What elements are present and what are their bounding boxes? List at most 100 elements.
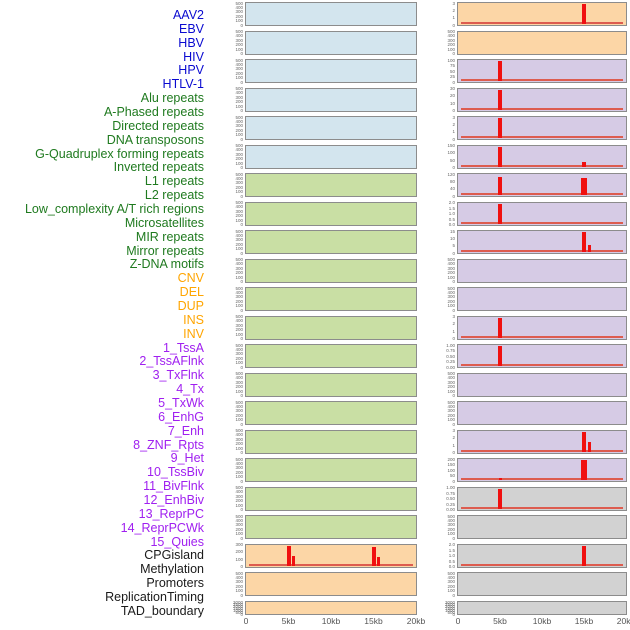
signal-spike — [581, 460, 587, 480]
mini-plot-directed-repeats: 500 400 300 200 100 0 — [235, 229, 417, 255]
mini-plot-mir-repeats: 500 400 300 200 100 0 — [235, 457, 417, 483]
y-tick-label: 200 — [235, 184, 243, 190]
y-tick-label: 100 — [235, 302, 243, 308]
y-tick-label: 0 — [240, 221, 243, 227]
y-tick-label: 0 — [240, 449, 243, 455]
row-label: DNA transposons — [106, 132, 204, 147]
row-label: Alu repeats — [140, 91, 204, 106]
row-label: CNV — [177, 271, 204, 286]
mini-plot-8-znf-rpts: 500 400 300 200 100 0 — [447, 257, 627, 284]
y-tick-label: 0.50 — [446, 495, 455, 501]
y-tick-label: 300 — [235, 151, 243, 157]
y-tick-label: 0 — [240, 278, 243, 284]
mini-plot-methylation: 500 400 300 200 100 0 — [447, 514, 627, 540]
y-tick-label: 300 — [235, 436, 243, 442]
signal-spike — [498, 346, 502, 366]
y-tick-label: 200 — [447, 41, 455, 47]
y-tick-label: 300 — [447, 522, 455, 528]
row-label: DUP — [177, 298, 204, 313]
signal-spike — [286, 545, 291, 566]
y-tick-label: 200 — [235, 269, 243, 275]
y-tick-label: 0.0 — [448, 563, 455, 569]
y-tick-label: 25 — [449, 73, 455, 79]
y-tick-label: 0 — [452, 136, 455, 142]
y-tick-label: 300 — [447, 294, 455, 300]
y-tick-label: 400 — [235, 118, 243, 124]
y-tick-label: 100 — [235, 17, 243, 23]
y-tick-label: 400 — [235, 261, 243, 267]
signal-spike — [588, 245, 592, 252]
y-tick-label: 2500 — [232, 601, 243, 607]
y-tick-label: 0 — [452, 392, 455, 398]
y-tick-label: 0 — [240, 107, 243, 113]
y-tick-label: 500 — [447, 28, 455, 34]
y-tick-label: 100 — [447, 302, 455, 308]
y-tick-label: 400 — [235, 574, 243, 580]
y-tick-label: 50 — [449, 157, 455, 163]
mini-plot-2-tssaflnk: 30 20 10 0 — [450, 86, 627, 113]
signal-spike — [498, 89, 502, 110]
y-tick-label: 0 — [240, 563, 243, 569]
y-tick-label: 100 — [447, 57, 455, 63]
row-label: 11_BivFlnk — [143, 479, 204, 494]
y-tick-label: 300 — [235, 94, 243, 100]
row-label: INS — [183, 312, 204, 327]
mini-plot-del: 500 400 300 200 100 0 — [235, 571, 417, 597]
y-tick-label: 500 — [235, 370, 243, 376]
signal-baseline — [461, 478, 623, 480]
mini-plot-inverted-repeats: 500 400 300 200 100 0 — [235, 314, 417, 341]
y-tick-label: 500 — [235, 114, 243, 120]
y-tick-label: 200 — [447, 412, 455, 418]
y-tick-label: 300 — [235, 579, 243, 585]
row-label: Mirror repeats — [126, 243, 204, 258]
y-tick-label: 100 — [235, 388, 243, 394]
signal-spike — [582, 232, 586, 252]
signal-baseline — [461, 449, 623, 452]
signal-baseline — [461, 563, 623, 566]
y-tick-label: 1 — [452, 442, 455, 448]
y-tick-label: 0 — [240, 392, 243, 398]
signal-baseline — [461, 250, 623, 252]
mini-plot-1-tssa: 100 75 50 25 0 — [447, 58, 627, 84]
y-tick-label: 2.0 — [448, 541, 455, 547]
y-tick-label: 100 — [235, 530, 243, 536]
y-tick-label: 200 — [235, 469, 243, 475]
y-tick-label: 500 — [235, 171, 243, 177]
y-tick-label: 0.0 — [448, 221, 455, 227]
y-tick-label: 200 — [235, 70, 243, 76]
y-tick-label: 1000 — [444, 607, 455, 613]
y-tick-label: 200 — [235, 298, 243, 304]
y-tick-label: 120 — [447, 171, 455, 177]
row-label: HIV — [183, 49, 204, 64]
y-tick-label: 500 — [447, 285, 455, 291]
y-tick-label: 0 — [240, 193, 243, 199]
y-tick-label: 200 — [235, 241, 243, 247]
signal-spike — [498, 317, 502, 338]
y-tick-label: 300 — [447, 379, 455, 385]
row-label: 10_TssBiv — [147, 465, 204, 480]
y-tick-label: 300 — [235, 322, 243, 328]
y-tick-label: 200 — [447, 269, 455, 275]
mini-plot-12-enhbiv: 500 400 300 200 100 0 — [447, 371, 627, 398]
y-tick-label: 0.75 — [446, 347, 455, 353]
row-label: Inverted repeats — [113, 160, 204, 175]
y-tick-label: 5 — [452, 242, 455, 248]
y-tick-label: 500 — [235, 199, 243, 205]
y-tick-label: 0 — [240, 307, 243, 313]
y-tick-label: 0 — [452, 421, 455, 427]
y-tick-label: 150 — [447, 142, 455, 148]
mini-plot-9-het: 500 400 300 200 100 0 — [447, 286, 627, 312]
y-tick-label: 500 — [447, 256, 455, 262]
y-tick-label: 500 — [235, 484, 243, 490]
y-tick-label: 100 — [447, 587, 455, 593]
y-tick-label: 400 — [235, 204, 243, 210]
y-tick-label: 0 — [240, 136, 243, 142]
y-tick-label: 300 — [235, 123, 243, 129]
signal-baseline — [461, 193, 623, 195]
y-tick-label: 3000 — [232, 599, 243, 605]
y-tick-label: 0.00 — [446, 506, 455, 512]
y-tick-label: 500 — [235, 285, 243, 291]
y-tick-label: 100 — [447, 416, 455, 422]
y-tick-label: 1.5 — [448, 205, 455, 211]
